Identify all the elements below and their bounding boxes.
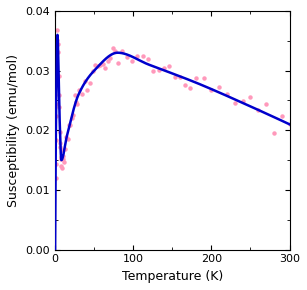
Y-axis label: Susceptibility (emu/mol): Susceptibility (emu/mol) — [7, 54, 20, 207]
X-axis label: Temperature (K): Temperature (K) — [122, 270, 223, 283]
